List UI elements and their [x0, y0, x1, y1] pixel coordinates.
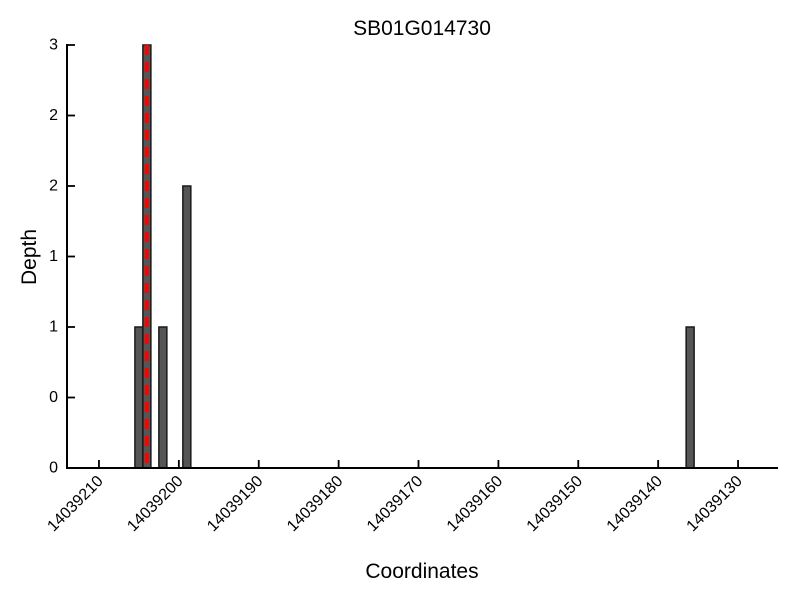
x-axis-label: Coordinates — [365, 560, 478, 583]
depth-bar — [134, 326, 144, 469]
x-tick-label: 14039180 — [284, 473, 346, 535]
x-tick-label: 14039200 — [124, 473, 186, 535]
x-tick-label: 14039140 — [604, 473, 666, 535]
x-axis: 14039210 14039200 14039190 14039180 14039170… — [44, 460, 778, 535]
depth-bar — [685, 326, 695, 469]
y-tick-label: 2 — [49, 107, 58, 124]
y-tick-label: 2 — [49, 178, 58, 195]
x-tick-label: 14039150 — [524, 473, 586, 535]
y-tick-label: 0 — [49, 460, 58, 477]
y-tick-label: 0 — [49, 389, 58, 406]
y-axis-label: Depth — [18, 229, 41, 285]
x-tick-label: 14039190 — [204, 473, 266, 535]
x-tick-label: 14039130 — [684, 473, 746, 535]
depth-bar — [182, 185, 192, 469]
depth-bar — [158, 326, 168, 469]
y-tick-label: 3 — [49, 37, 58, 54]
x-tick-label: 14039160 — [444, 473, 506, 535]
chart-title: SB01G014730 — [353, 17, 491, 40]
bars-group — [134, 44, 695, 469]
y-tick-label: 1 — [49, 248, 58, 265]
x-tick-label: 14039210 — [44, 473, 106, 535]
y-axis: 0 0 1 1 2 2 3 — [49, 37, 75, 477]
x-tick-label: 14039170 — [364, 473, 426, 535]
y-tick-label: 1 — [49, 319, 58, 336]
